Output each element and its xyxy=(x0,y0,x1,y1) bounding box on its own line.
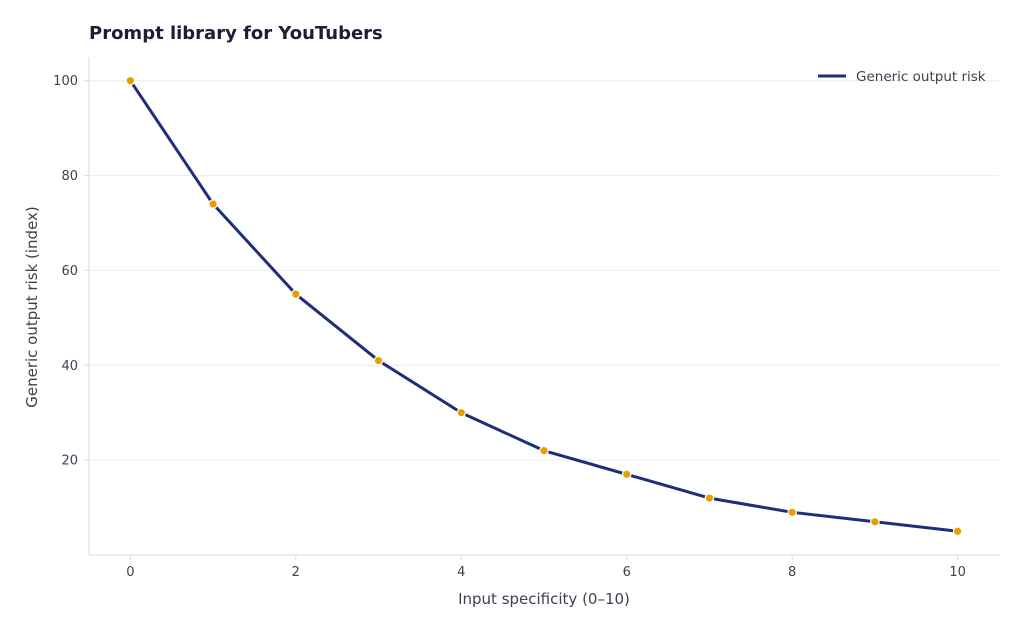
x-tick-label: 6 xyxy=(623,565,631,580)
data-point xyxy=(787,507,797,518)
y-tick-label: 20 xyxy=(61,454,78,469)
data-point xyxy=(870,516,880,527)
axes xyxy=(84,57,999,560)
x-tick-label: 2 xyxy=(292,565,300,580)
x-tick-label: 4 xyxy=(457,565,465,580)
tick-labels: 20 40 60 80 100 0 2 4 6 8 10 xyxy=(53,74,966,580)
y-tick-label: 60 xyxy=(61,264,78,279)
legend-label: Generic output risk xyxy=(856,69,986,85)
data-point xyxy=(621,469,632,480)
series-layer xyxy=(125,75,963,537)
y-tick-label: 100 xyxy=(53,74,78,89)
y-axis-label: Generic output risk (index) xyxy=(23,206,41,408)
x-tick-label: 8 xyxy=(788,565,796,580)
data-point xyxy=(952,526,963,537)
x-tick-label: 0 xyxy=(126,565,134,580)
data-point xyxy=(291,289,301,299)
y-tick-label: 40 xyxy=(61,359,78,374)
chart-title: Prompt library for YouTubers xyxy=(89,23,383,44)
y-tick-label: 80 xyxy=(61,169,78,184)
grid-lines xyxy=(89,80,999,461)
data-point xyxy=(456,407,467,418)
x-axis-label: Input specificity (0–10) xyxy=(458,590,630,608)
data-point xyxy=(539,445,549,456)
data-point xyxy=(125,75,136,86)
data-point xyxy=(704,493,715,503)
x-tick-label: 10 xyxy=(949,565,966,580)
data-point xyxy=(208,199,218,209)
data-point xyxy=(373,355,384,366)
series-line xyxy=(128,79,960,533)
legend: Generic output risk xyxy=(818,69,986,85)
